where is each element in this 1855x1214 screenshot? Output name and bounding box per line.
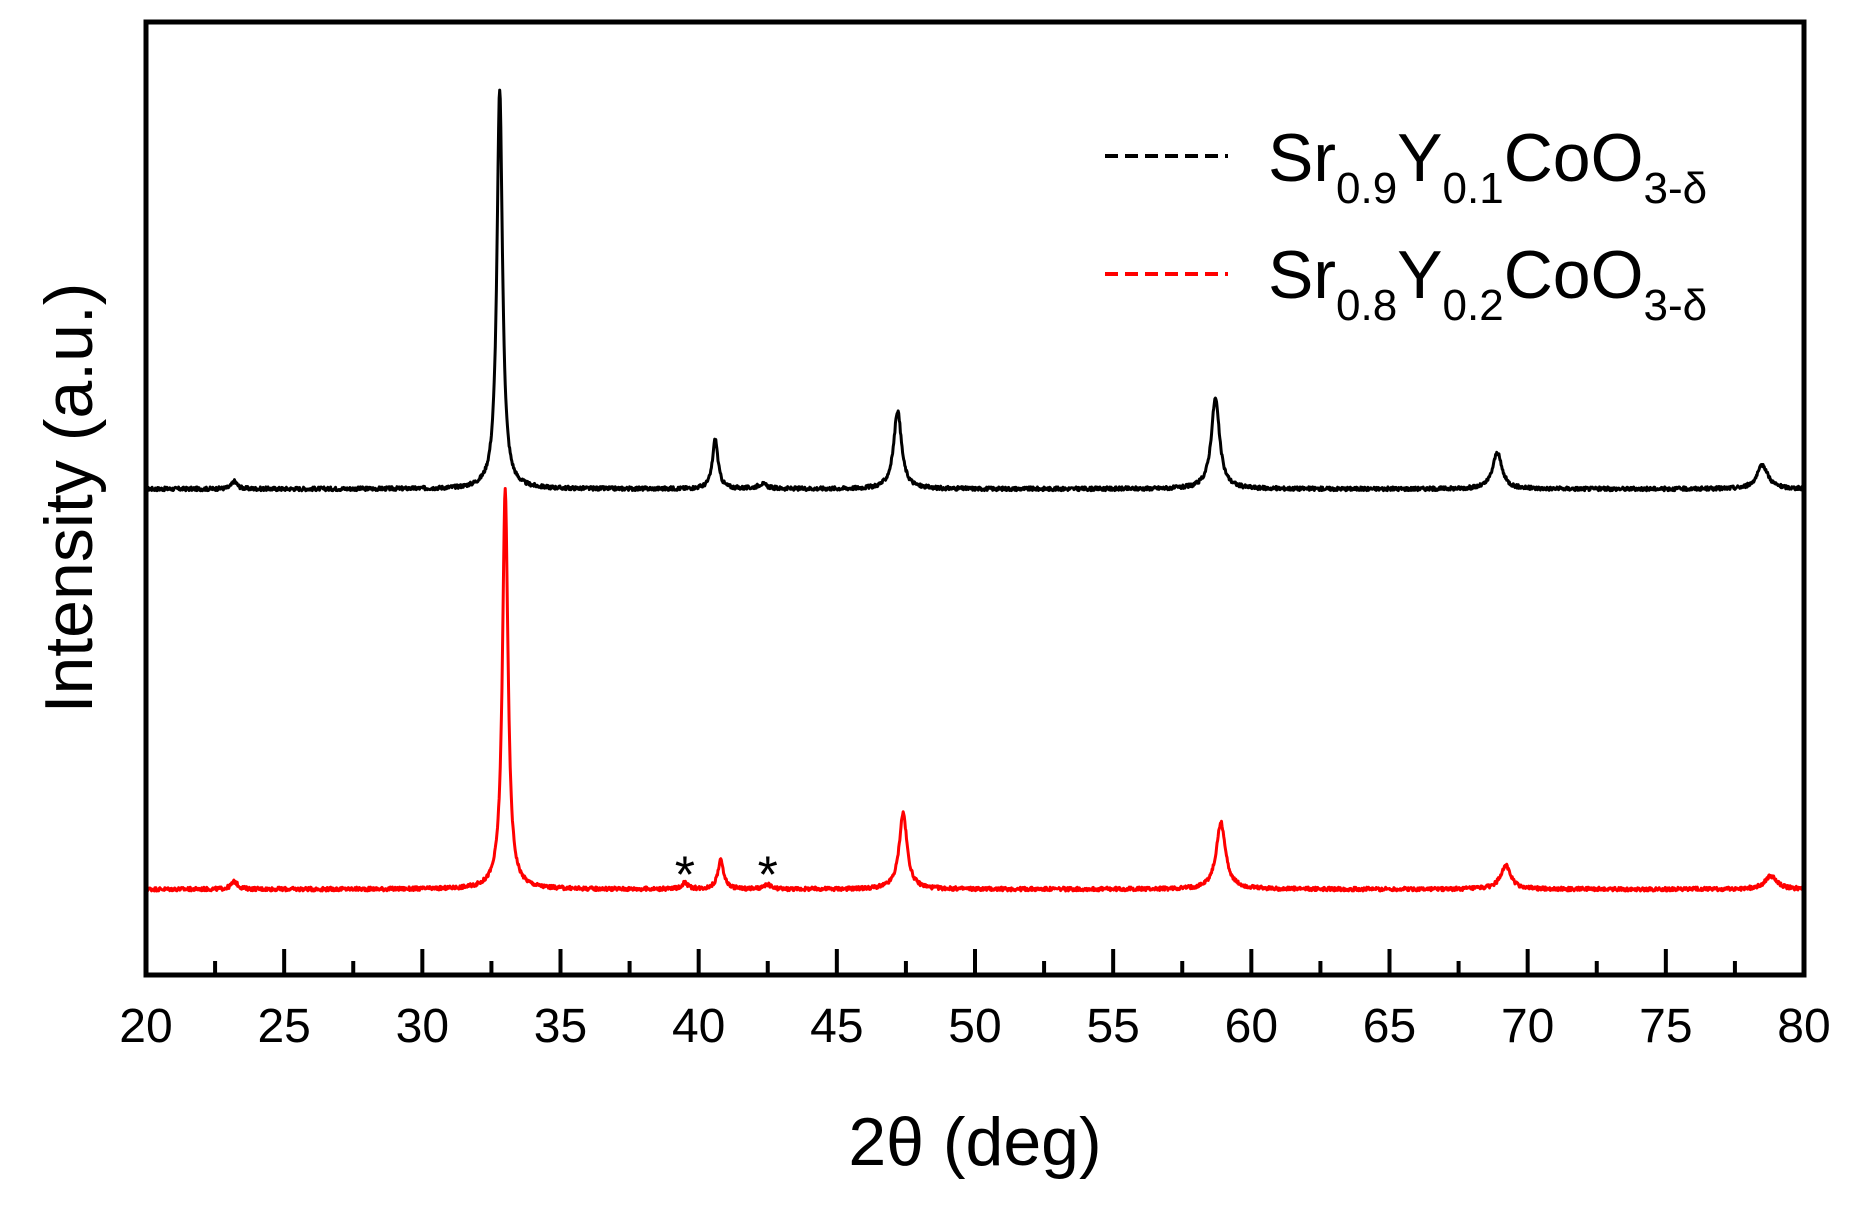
x-tick-label: 80 [1777,1000,1830,1053]
x-tick-label: 25 [257,1000,310,1053]
x-tick-label: 35 [534,1000,587,1053]
x-tick-label: 50 [948,1000,1001,1053]
series-line-1 [145,88,1806,493]
legend-label-2: Sr0.8Y0.2CoO3-δ [1268,237,1707,330]
annotations: * * [675,847,778,905]
x-tick-label: 45 [810,1000,863,1053]
x-tick-label: 60 [1225,1000,1278,1053]
impurity-marker-2: * [758,847,778,905]
legend: Sr0.9Y0.1CoO3-δ Sr0.8Y0.2CoO3-δ [1105,120,1707,330]
x-axis-tick-labels: 20 25 30 35 40 45 50 55 60 65 70 75 80 [119,1000,1830,1053]
x-tick-label: 20 [119,1000,172,1053]
x-tick-label: 65 [1363,1000,1416,1053]
series-line-2 [144,487,1805,893]
impurity-marker-1: * [675,847,695,905]
x-tick-label: 75 [1639,1000,1692,1053]
x-axis-ticks [213,949,1737,975]
legend-entry-2: Sr0.8Y0.2CoO3-δ [1105,237,1707,330]
x-tick-label: 30 [396,1000,449,1053]
y-axis-title: Intensity (a.u.) [31,283,107,714]
series-layer [144,88,1806,893]
legend-entry-1: Sr0.9Y0.1CoO3-δ [1105,120,1707,213]
x-tick-label: 70 [1501,1000,1554,1053]
legend-label-1: Sr0.9Y0.1CoO3-δ [1268,120,1707,213]
x-tick-label: 40 [672,1000,725,1053]
x-tick-label: 55 [1086,1000,1139,1053]
x-axis-title: 2θ (deg) [848,1104,1101,1180]
